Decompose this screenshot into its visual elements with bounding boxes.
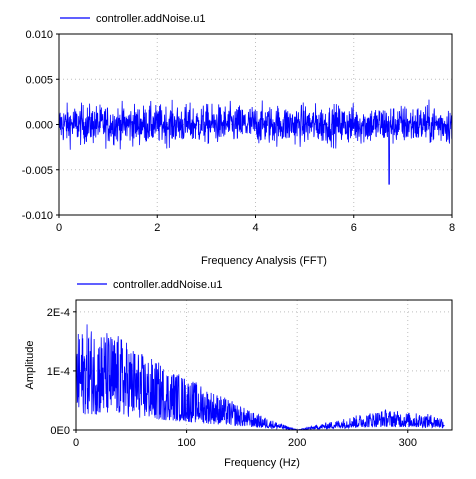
time-plot-ytick-label: -0.010: [22, 210, 53, 222]
time-plot-legend: controller.addNoise.u1: [60, 13, 205, 25]
time-plot-xtick-label: 4: [252, 222, 258, 234]
time-plot-legend-label: controller.addNoise.u1: [96, 13, 205, 25]
fft-plot-legend: controller.addNoise.u1: [77, 279, 222, 291]
time-plot-ytick-label: 0.000: [25, 120, 53, 132]
time-plot-ytick-label: -0.005: [22, 165, 53, 177]
fft-plot-ytick-label: 0E0: [50, 425, 70, 437]
time-plot-xtick-label: 0: [56, 222, 62, 234]
fft-plot-legend-label: controller.addNoise.u1: [113, 279, 222, 291]
fft-plot-title: Frequency Analysis (FFT): [201, 255, 327, 267]
time-plot-xtick-label: 6: [351, 222, 357, 234]
time-plot: controller.addNoise.u1 0 2 4 6 8 0.010 0.005 0.…: [22, 13, 455, 234]
fft-plot-ytick-label: 2E-4: [47, 307, 70, 319]
fft-plot-frame: [75, 299, 453, 431]
time-plot-ytick-label: 0.005: [25, 74, 53, 86]
fft-plot-xtick-label: 0: [73, 437, 79, 449]
fft-plot-xtick-label: 200: [288, 437, 306, 449]
fft-plot-xtick-label: 100: [177, 437, 195, 449]
fft-plot-xlabel: Frequency (Hz): [224, 457, 300, 469]
fft-plot: Frequency Analysis (FFT) controller.addN…: [24, 255, 453, 469]
time-plot-xtick-label: 2: [154, 222, 160, 234]
fft-plot-series-line: [75, 324, 445, 431]
fft-plot-ylabel: Amplitude: [24, 341, 36, 390]
fft-plot-ytick-label: 1E-4: [47, 366, 70, 378]
time-plot-series-line: [58, 99, 453, 185]
time-plot-xtick-label: 8: [449, 222, 455, 234]
time-plot-ytick-label: 0.010: [25, 29, 53, 41]
fft-plot-xtick-label: 300: [399, 437, 417, 449]
time-plot-frame: [58, 33, 453, 216]
